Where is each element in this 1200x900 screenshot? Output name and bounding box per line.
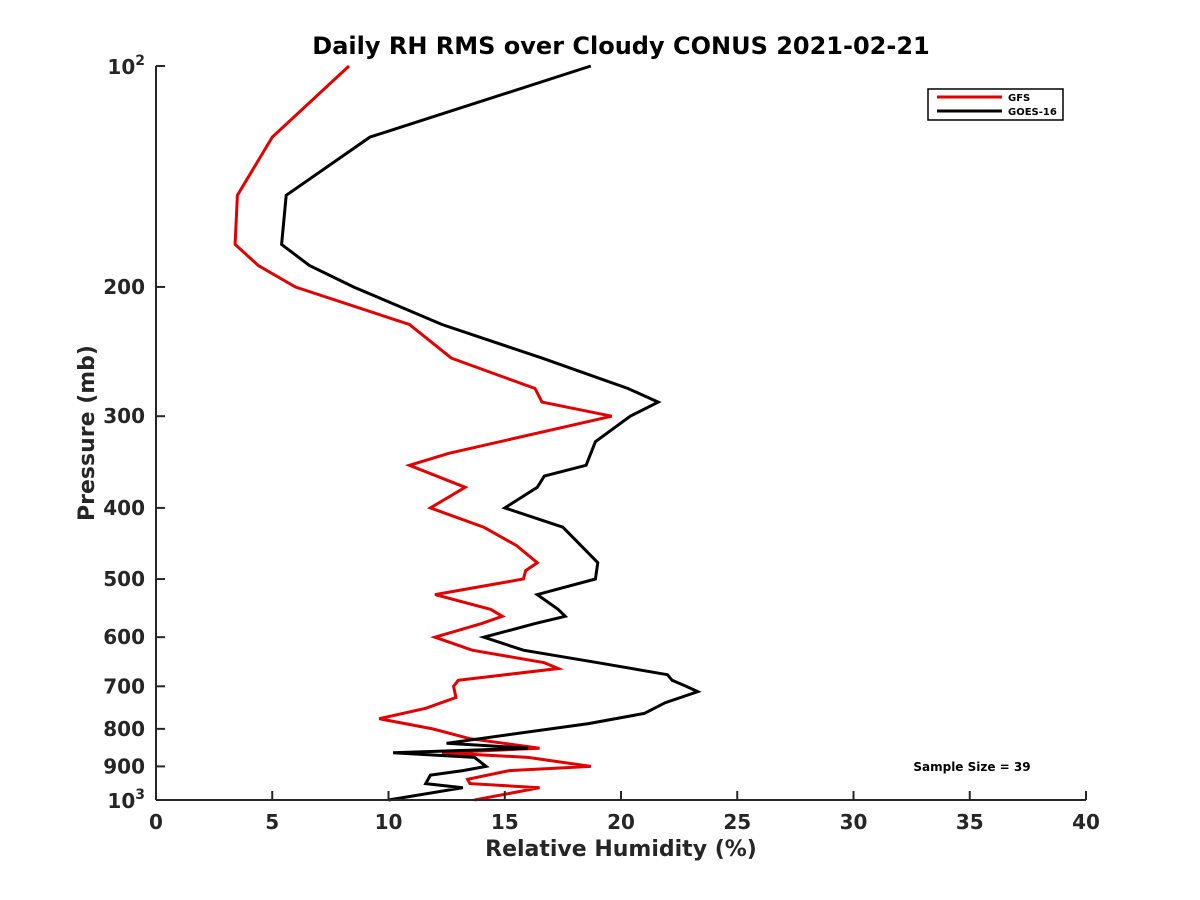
- x-tick-label: 25: [723, 810, 751, 834]
- y-axis-label: Pressure (mb): [75, 345, 100, 521]
- x-tick-label: 20: [607, 810, 635, 834]
- chart-title: Daily RH RMS over Cloudy CONUS 2021-02-2…: [312, 32, 929, 60]
- y-tick-label: 900: [103, 754, 145, 778]
- legend-label-goes16: GOES-16: [1008, 107, 1057, 118]
- series-line-goes-16: [280, 64, 702, 802]
- x-tick-label: 0: [149, 810, 163, 834]
- y-tick-label: 700: [103, 674, 145, 698]
- x-ticks: 0 5 10 15 20 25 30 35 40: [149, 791, 1100, 834]
- x-tick-label: 10: [375, 810, 403, 834]
- y-ticks: 102 200 300 400 500 600 700 800 900 103: [103, 53, 165, 813]
- y-tick-label: 103: [107, 787, 145, 813]
- y-tick-label: 300: [103, 404, 145, 428]
- y-tick-label: 200: [103, 275, 145, 299]
- x-tick-label: 5: [265, 810, 279, 834]
- x-axis-label: Relative Humidity (%): [485, 837, 757, 862]
- y-tick-label: 400: [103, 496, 145, 520]
- sample-size-annotation: Sample Size = 39: [913, 760, 1030, 774]
- y-tick-label: 102: [107, 53, 145, 79]
- legend: GFS GOES-16: [927, 88, 1064, 121]
- legend-box: [927, 88, 1064, 121]
- series-layer: [233, 64, 702, 802]
- x-tick-label: 40: [1072, 810, 1100, 834]
- y-tick-label: 800: [103, 717, 145, 741]
- y-tick-label: 500: [103, 567, 145, 591]
- y-tick-label: 600: [103, 625, 145, 649]
- legend-label-gfs: GFS: [1008, 93, 1030, 104]
- x-tick-label: 35: [956, 810, 984, 834]
- x-tick-label: 15: [491, 810, 519, 834]
- x-tick-label: 30: [840, 810, 868, 834]
